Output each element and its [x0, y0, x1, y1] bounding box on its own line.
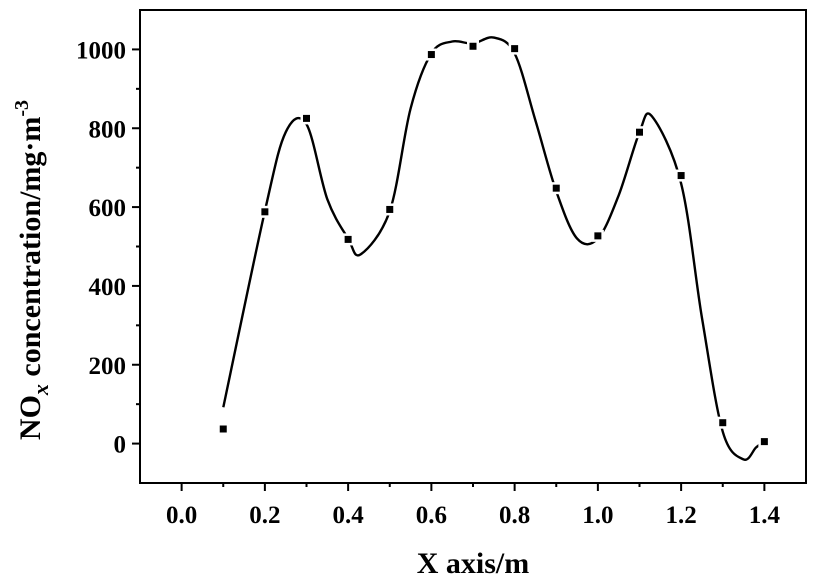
- data-point: [344, 235, 352, 243]
- y-tick-label: 600: [89, 195, 127, 222]
- data-point: [427, 51, 435, 59]
- data-point-layer: [217, 40, 771, 448]
- data-point: [719, 419, 727, 427]
- x-tick-label: 1.4: [749, 502, 781, 529]
- x-tick-label: 0.0: [166, 502, 197, 529]
- y-axis-title: NOx concentration/mg·m-3: [11, 100, 53, 440]
- x-axis-ticks: 0.0 0.2 0.4 0.6 0.8 1.0 1.2 1.4: [166, 483, 781, 529]
- x-tick-label: 0.4: [333, 502, 365, 529]
- y-axis-title-subscript: x: [28, 384, 53, 396]
- data-point: [219, 425, 227, 433]
- y-tick-label: 800: [89, 116, 127, 143]
- data-point: [469, 42, 477, 50]
- data-point: [677, 172, 685, 180]
- x-tick-label: 0.2: [249, 502, 280, 529]
- y-tick-label: 0: [114, 432, 127, 459]
- data-point: [386, 205, 394, 213]
- x-tick-label: 1.0: [582, 502, 613, 529]
- y-tick-label: 400: [89, 274, 127, 301]
- x-tick-label: 0.8: [499, 502, 530, 529]
- fitted-curve: [222, 36, 766, 461]
- y-axis-title-superscript: -3: [11, 100, 33, 117]
- data-point: [511, 45, 519, 53]
- y-axis-title-main: NO: [14, 395, 47, 440]
- x-axis-title: X axis/m: [417, 547, 530, 578]
- y-axis-title-rest: concentration/mg·m: [14, 117, 47, 384]
- fitted-curve-layer: [222, 36, 766, 461]
- data-point: [594, 232, 602, 240]
- x-tick-label: 1.2: [666, 502, 697, 529]
- y-tick-label: 1000: [76, 37, 126, 64]
- data-point: [552, 184, 560, 192]
- data-point: [636, 128, 643, 136]
- plot-frame: [139, 9, 807, 484]
- data-point: [261, 208, 269, 216]
- y-axis-ticks: 0 200 400 600 800 1000: [76, 37, 140, 459]
- x-tick-label: 0.6: [416, 502, 447, 529]
- y-tick-label: 200: [89, 353, 127, 380]
- data-point: [760, 438, 768, 446]
- data-point: [303, 114, 310, 122]
